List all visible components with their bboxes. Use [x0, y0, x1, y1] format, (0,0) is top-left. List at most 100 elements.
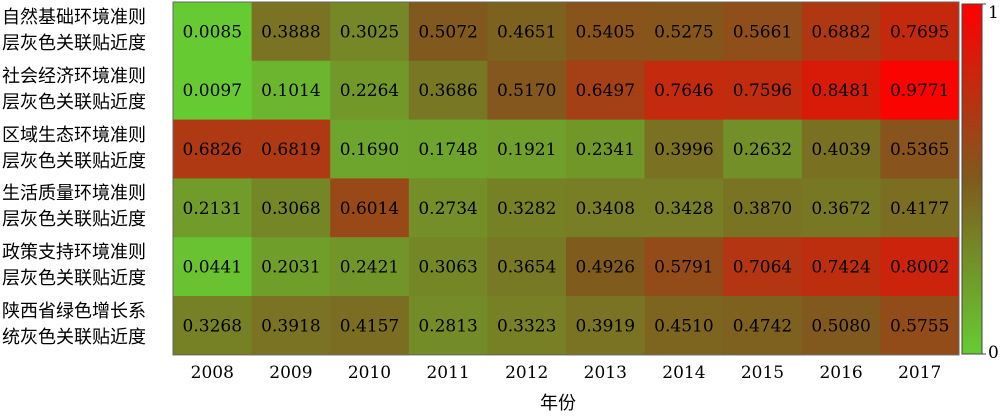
heatmap-cell	[330, 296, 410, 356]
colorbar	[961, 3, 983, 355]
cell-value-label: 0.4177	[890, 199, 949, 219]
heatmap-cell	[880, 237, 960, 297]
heatmap-cell	[487, 119, 567, 179]
x-tick-label: 2009	[269, 363, 312, 383]
x-tick-label: 2014	[662, 363, 705, 383]
cell-value-label: 0.3408	[576, 199, 635, 219]
x-tick-label: 2015	[741, 363, 784, 383]
x-tick-label: 2017	[898, 363, 941, 383]
x-tick-label: 2010	[348, 363, 391, 383]
heatmap-cell	[566, 2, 646, 62]
heatmap-cell	[723, 60, 803, 121]
heatmap-cell	[487, 2, 567, 62]
heatmap-cell	[173, 60, 253, 121]
heatmap-cell	[251, 2, 331, 62]
heatmap-cell	[644, 2, 724, 62]
cell-value-label: 0.6819	[261, 140, 320, 160]
x-tick-label: 2008	[191, 363, 234, 383]
cell-value-label: 0.2131	[183, 199, 242, 219]
row-label-line: 层灰色关联贴近度	[2, 150, 146, 172]
heatmap-cell	[408, 60, 488, 121]
cell-value-label: 0.7064	[733, 258, 792, 278]
cell-value-label: 0.4742	[733, 316, 792, 336]
plot-frame	[172, 1, 960, 356]
cell-value-label: 0.5365	[890, 140, 949, 160]
heatmap-cell	[251, 296, 331, 356]
cell-value-label: 0.3870	[733, 199, 792, 219]
cell-value-label: 0.2632	[733, 140, 792, 160]
cell-value-label: 0.3025	[340, 22, 399, 42]
row-label-line: 政策支持环境准则	[2, 242, 146, 264]
heatmap-cell	[801, 296, 881, 356]
cell-value-label: 0.8002	[890, 258, 949, 278]
heatmap-cell	[408, 2, 488, 62]
heatmap-cell	[801, 237, 881, 297]
heatmap-cell	[566, 296, 646, 356]
row-label: 社会经济环境准则 层灰色关联贴近度	[2, 64, 170, 116]
cell-value-label: 0.5755	[890, 316, 949, 336]
heatmap-cell	[644, 296, 724, 356]
heatmap-cell	[330, 178, 410, 238]
row-label-line: 层灰色关联贴近度	[2, 268, 146, 290]
cell-value-label: 0.2813	[418, 316, 477, 336]
cell-value-label: 0.5275	[654, 22, 713, 42]
heatmap-cell	[723, 237, 803, 297]
x-tick-label: 2013	[584, 363, 627, 383]
x-tick-label: 2012	[505, 363, 548, 383]
cell-value-label: 0.1014	[261, 81, 320, 101]
cell-value-label: 0.3888	[261, 22, 320, 42]
cell-value-label: 0.3323	[497, 316, 556, 336]
heatmap-cell	[880, 60, 960, 121]
heatmap-cell	[644, 237, 724, 297]
row-label-line: 自然基础环境准则	[2, 7, 146, 28]
cell-value-label: 0.7695	[890, 22, 949, 42]
cell-value-label: 0.6497	[576, 81, 635, 101]
cell-value-label: 0.7596	[733, 81, 792, 101]
cell-value-label: 0.2734	[418, 199, 477, 219]
cell-value-label: 0.5072	[418, 22, 477, 42]
heatmap-cell	[801, 60, 881, 121]
cell-value-label: 0.6882	[811, 22, 870, 42]
cell-value-label: 0.5080	[811, 316, 870, 336]
heatmap-cell	[408, 296, 488, 356]
colorbar-min-label: 0	[988, 343, 999, 363]
cell-value-label: 0.0097	[183, 81, 242, 101]
cell-value-label: 0.3996	[654, 140, 713, 160]
row-label: 陕西省绿色增长系 统灰色关联贴近度	[2, 299, 170, 351]
heatmap-cell	[644, 119, 724, 179]
cell-value-label: 0.1690	[340, 140, 399, 160]
cell-value-label: 0.0441	[183, 258, 242, 278]
row-label: 政策支持环境准则 层灰色关联贴近度	[2, 240, 170, 292]
heatmap-cell	[644, 178, 724, 238]
heatmap-cell	[251, 237, 331, 297]
cell-value-label: 0.3268	[183, 316, 242, 336]
cell-value-label: 0.4039	[811, 140, 870, 160]
heatmap-cell	[801, 2, 881, 62]
heatmap-cell	[487, 296, 567, 356]
heatmap-cell	[723, 296, 803, 356]
cell-value-label: 0.6826	[183, 140, 242, 160]
heatmap-cell	[566, 60, 646, 121]
cell-value-label: 0.2421	[340, 258, 399, 278]
cell-value-label: 0.3428	[654, 199, 713, 219]
cell-value-label: 0.3063	[418, 258, 477, 278]
colorbar-max-label: 1	[988, 3, 999, 23]
heatmap-cell	[801, 178, 881, 238]
cell-value-label: 0.2264	[340, 81, 399, 101]
heatmap-cell	[723, 178, 803, 238]
row-label: 自然基础环境准则 层灰色关联贴近度	[2, 5, 170, 57]
heatmap-cell	[880, 296, 960, 356]
heatmap-cell	[880, 178, 960, 238]
row-label: 区域生态环境准则 层灰色关联贴近度	[2, 123, 170, 175]
cell-value-label: 0.5405	[576, 22, 635, 42]
heatmap-cell	[723, 2, 803, 62]
cell-value-label: 0.2031	[261, 258, 320, 278]
row-label-line: 区域生态环境准则	[2, 124, 146, 146]
heatmap-cell	[173, 237, 253, 297]
cell-value-label: 0.3918	[261, 316, 320, 336]
heatmap-cell	[880, 2, 960, 62]
cell-value-label: 0.2341	[576, 140, 635, 160]
cell-value-label: 0.4157	[340, 316, 399, 336]
cell-value-label: 0.5661	[733, 22, 792, 42]
